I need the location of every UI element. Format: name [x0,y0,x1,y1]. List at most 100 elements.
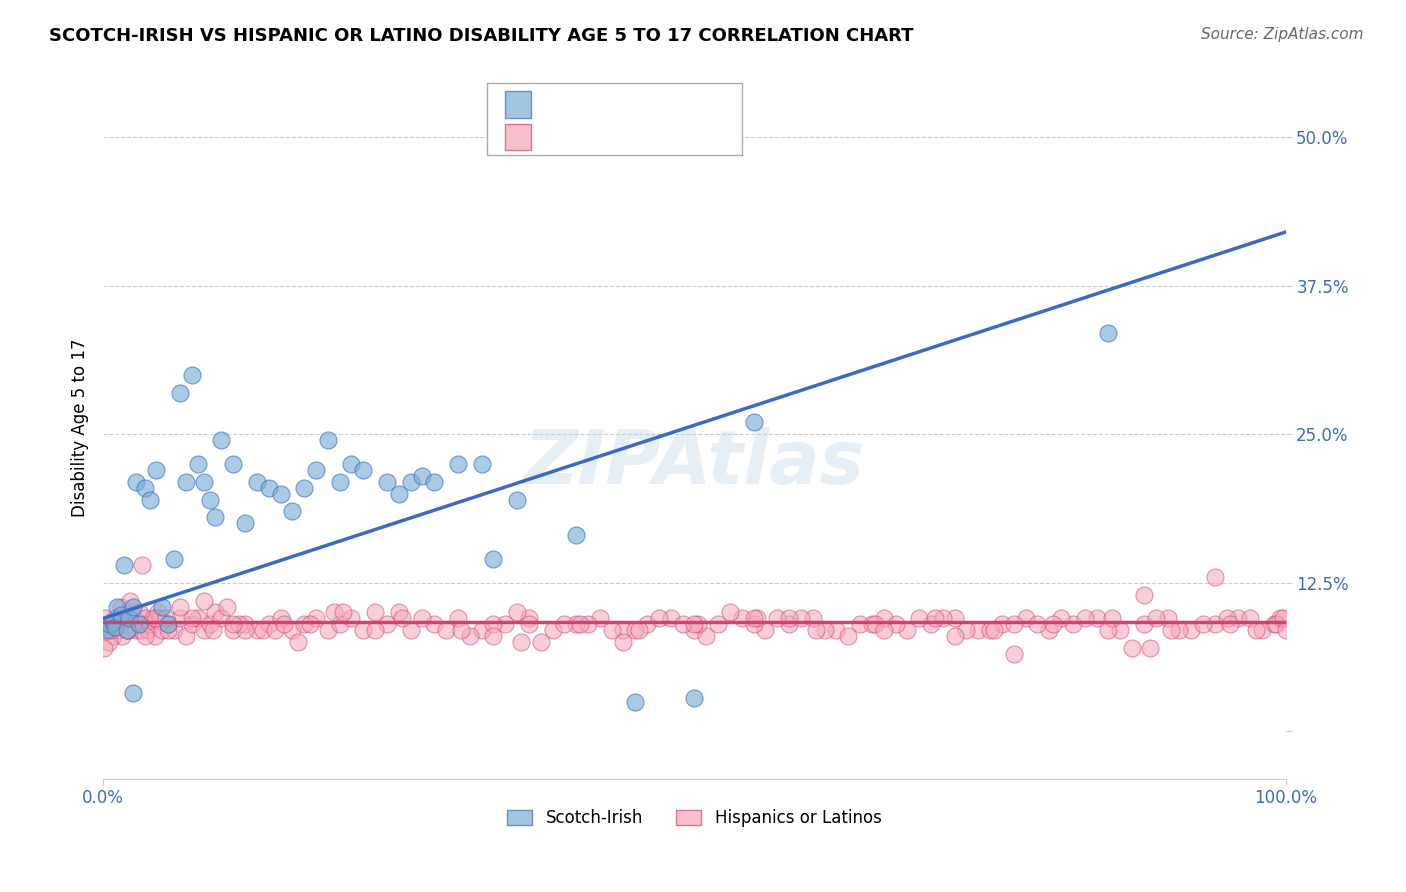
Point [423,475,446,489]
Point [273,617,295,632]
Point [316,624,339,638]
Point [983,624,1005,638]
Point [157,624,180,638]
Point [143,629,166,643]
Point [125,475,148,489]
Point [860,617,883,632]
Point [180,617,202,632]
Point [1042,617,1064,632]
Point [252,624,274,638]
Point [411,611,433,625]
Point [375,475,398,489]
Point [169,611,191,625]
Point [246,624,269,638]
Point [1038,624,1060,638]
Point [991,617,1014,632]
Point [94,611,117,625]
Point [683,624,706,638]
Point [292,617,315,632]
Point [105,599,128,614]
Point [530,635,553,649]
Point [209,611,232,625]
Point [636,617,658,632]
Point [1168,624,1191,638]
FancyBboxPatch shape [505,91,531,118]
Point [506,606,529,620]
Point [423,617,446,632]
Point [1133,617,1156,632]
Point [112,558,135,572]
Point [135,611,157,625]
Point [352,463,374,477]
Point [246,475,269,489]
Point [541,624,564,638]
Point [1062,617,1084,632]
Point [447,457,470,471]
Point [1251,624,1274,638]
Point [150,624,173,638]
Point [589,611,612,625]
Point [305,463,328,477]
Point [222,624,245,638]
Point [849,617,872,632]
Point [136,624,159,638]
Point [139,617,162,632]
Point [132,617,155,632]
Point [1272,611,1295,625]
Point [565,528,588,542]
Point [742,611,765,625]
Point [174,475,197,489]
Point [388,606,411,620]
Point [1156,611,1178,625]
Point [568,617,591,632]
Point [145,463,167,477]
Point [222,617,245,632]
Point [624,695,647,709]
Point [332,606,354,620]
Point [482,552,505,566]
Point [813,624,835,638]
Point [447,611,470,625]
Point [695,629,717,643]
Point [228,617,250,632]
Point [121,599,143,614]
Point [115,624,138,638]
Point [100,624,122,638]
Point [129,624,152,638]
Point [865,617,887,632]
Point [169,599,191,614]
Point [134,629,156,643]
Point [627,624,650,638]
Point [494,617,516,632]
Point [101,629,124,643]
Point [908,611,931,625]
Point [180,611,202,625]
Point [399,475,422,489]
Point [108,617,131,632]
Point [458,629,481,643]
Point [1121,641,1143,656]
Point [322,606,344,620]
Point [1109,624,1132,638]
Point [778,611,800,625]
Point [121,686,143,700]
Point [686,617,709,632]
Point [1244,624,1267,638]
Point [955,624,977,638]
Point [1085,611,1108,625]
Point [270,611,292,625]
Point [101,615,124,629]
FancyBboxPatch shape [488,83,742,154]
Legend: Scotch-Irish, Hispanics or Latinos: Scotch-Irish, Hispanics or Latinos [501,803,889,834]
Point [801,611,824,625]
Point [778,617,800,632]
Point [1227,611,1250,625]
Point [517,611,540,625]
Point [1101,611,1123,625]
Text: -0.005: -0.005 [588,128,647,146]
Point [1268,611,1291,625]
Point [884,617,907,632]
Point [509,635,531,649]
Point [105,624,128,638]
Point [707,617,730,632]
